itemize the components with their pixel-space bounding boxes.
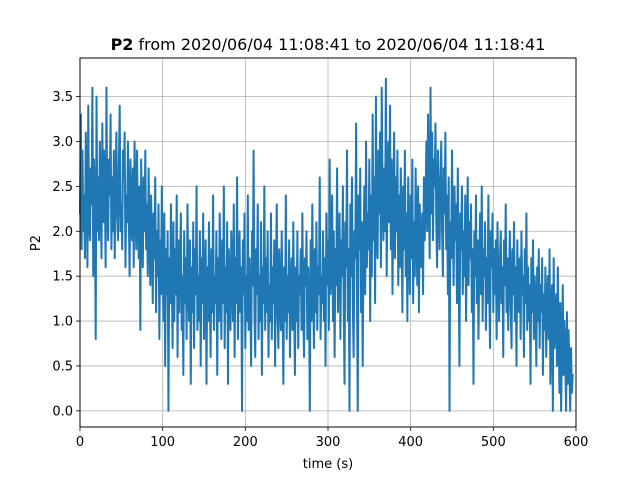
y-axis: 0.0 0.5 1.0 1.5 2.0 2.5 3.0 3.5 xyxy=(52,90,80,419)
y-tick-label: 1.5 xyxy=(52,270,73,285)
series-line xyxy=(78,77,574,412)
y-tick-label: 1.0 xyxy=(52,315,73,330)
y-tick-label: 3.0 xyxy=(52,135,73,150)
x-tick-label: 500 xyxy=(481,435,506,450)
chart-title: P2 from 2020/06/04 11:08:41 to 2020/06/0… xyxy=(111,35,546,54)
y-tick-label: 0.5 xyxy=(52,359,73,374)
x-tick-label: 200 xyxy=(233,435,258,450)
x-tick-label: 300 xyxy=(316,435,341,450)
x-tick-label: 100 xyxy=(150,435,175,450)
x-tick-label: 600 xyxy=(564,435,589,450)
x-axis: 0 100 200 300 400 500 600 xyxy=(76,427,589,450)
y-axis-label: P2 xyxy=(29,235,44,251)
y-tick-label: 3.5 xyxy=(52,90,73,105)
x-tick-label: 400 xyxy=(398,435,423,450)
chart-title-rest: from 2020/06/04 11:08:41 to 2020/06/04 1… xyxy=(133,35,545,54)
y-tick-label: 2.0 xyxy=(52,225,73,240)
x-axis-label: time (s) xyxy=(303,457,353,472)
x-tick-label: 0 xyxy=(76,435,84,450)
y-tick-label: 2.5 xyxy=(52,180,73,195)
y-tick-label: 0.0 xyxy=(52,404,73,419)
chart-title-bold: P2 xyxy=(111,35,134,54)
